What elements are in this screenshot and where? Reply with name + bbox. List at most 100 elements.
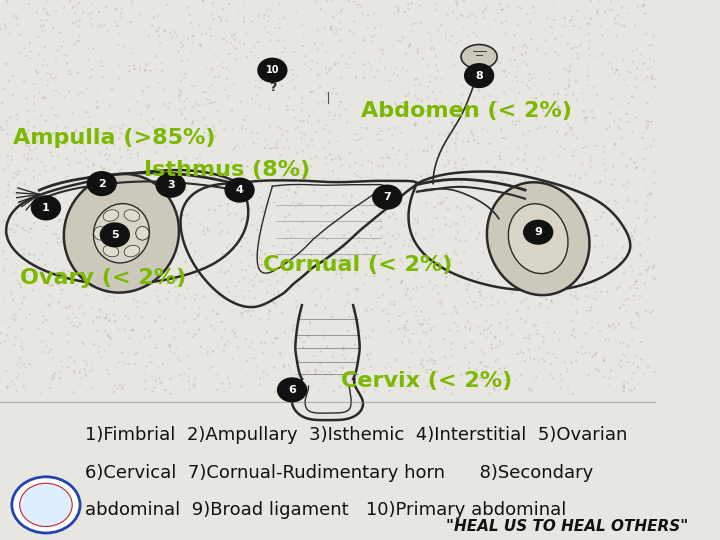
- Point: [129, 129, 140, 138]
- Point: [363, 59, 374, 68]
- Point: [480, 5, 491, 14]
- Point: [297, 343, 309, 352]
- Point: [115, 153, 127, 161]
- Point: [278, 363, 289, 372]
- Point: [240, 53, 252, 62]
- Point: [471, 380, 482, 388]
- Point: [328, 258, 339, 266]
- Point: [307, 233, 318, 242]
- Point: [433, 199, 444, 208]
- Point: [146, 372, 158, 381]
- Point: [554, 383, 566, 392]
- Point: [263, 12, 274, 21]
- Point: [263, 315, 274, 323]
- Point: [42, 177, 54, 185]
- Point: [649, 367, 660, 376]
- Point: [539, 58, 550, 66]
- Point: [632, 2, 644, 11]
- Point: [344, 255, 356, 264]
- Circle shape: [373, 185, 402, 209]
- Point: [567, 90, 579, 99]
- Point: [441, 273, 452, 281]
- Point: [567, 125, 578, 133]
- Point: [593, 179, 605, 187]
- Point: [431, 367, 443, 376]
- Point: [644, 190, 655, 198]
- Point: [134, 66, 145, 75]
- Point: [129, 65, 140, 73]
- Point: [5, 291, 17, 299]
- Point: [246, 48, 257, 56]
- Point: [333, 101, 345, 110]
- Point: [396, 186, 408, 194]
- Point: [68, 321, 79, 330]
- Point: [580, 207, 592, 215]
- Point: [113, 40, 125, 49]
- Point: [508, 223, 520, 232]
- Point: [490, 333, 501, 342]
- Point: [22, 117, 33, 126]
- Point: [258, 14, 269, 22]
- Point: [275, 125, 287, 134]
- Point: [584, 349, 595, 357]
- Point: [426, 187, 437, 195]
- Point: [174, 269, 185, 278]
- Point: [94, 20, 106, 29]
- Point: [546, 205, 558, 214]
- Point: [2, 161, 14, 170]
- Point: [450, 307, 462, 315]
- Point: [598, 355, 610, 364]
- Point: [86, 72, 98, 81]
- Point: [604, 109, 616, 117]
- Point: [426, 366, 437, 374]
- Point: [589, 231, 600, 240]
- Point: [629, 22, 641, 30]
- Point: [279, 328, 290, 337]
- Point: [598, 208, 609, 217]
- Circle shape: [12, 477, 80, 533]
- Point: [221, 193, 233, 201]
- Point: [180, 69, 192, 78]
- Point: [153, 134, 165, 143]
- Text: Cornual (< 2%): Cornual (< 2%): [263, 254, 452, 275]
- Point: [318, 367, 329, 376]
- Point: [310, 300, 321, 309]
- Point: [313, 116, 325, 125]
- Point: [24, 140, 36, 149]
- Point: [531, 94, 542, 103]
- Point: [32, 33, 44, 42]
- Point: [362, 191, 374, 199]
- Point: [330, 59, 341, 68]
- Point: [46, 375, 58, 383]
- Point: [143, 134, 154, 143]
- Point: [436, 299, 447, 307]
- Point: [338, 232, 349, 240]
- Point: [176, 110, 187, 119]
- Point: [12, 369, 24, 378]
- Point: [359, 238, 370, 246]
- Point: [626, 375, 638, 383]
- Point: [630, 113, 642, 122]
- Point: [457, 165, 469, 173]
- Point: [599, 8, 611, 17]
- Point: [598, 148, 610, 157]
- Point: [34, 186, 45, 195]
- Point: [236, 286, 248, 295]
- Point: [582, 197, 594, 206]
- Point: [255, 246, 266, 255]
- Point: [248, 354, 260, 362]
- Point: [581, 307, 593, 315]
- Point: [133, 10, 145, 19]
- Point: [642, 182, 653, 191]
- Point: [21, 94, 32, 103]
- Point: [598, 356, 609, 365]
- Point: [519, 176, 531, 185]
- Point: [236, 313, 248, 321]
- Point: [326, 89, 338, 98]
- Point: [538, 338, 549, 346]
- Point: [376, 232, 387, 240]
- Point: [522, 181, 534, 190]
- Point: [507, 289, 518, 298]
- Point: [145, 158, 156, 166]
- Point: [293, 356, 305, 365]
